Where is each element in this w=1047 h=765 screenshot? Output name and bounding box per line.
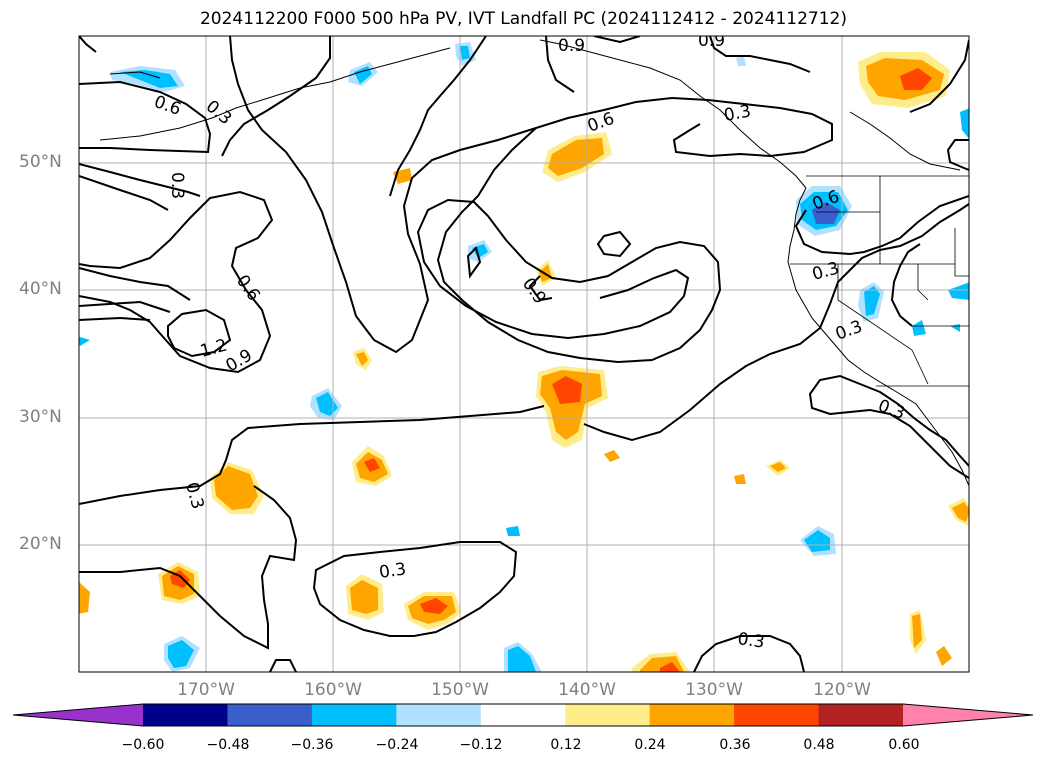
colorbar-extend-high bbox=[903, 704, 1033, 726]
lat-label: 30°N bbox=[19, 407, 62, 427]
colorbar-tick-label: 0.60 bbox=[888, 737, 920, 753]
colorbar-tick-label: 0.48 bbox=[803, 737, 835, 753]
colorbar-cell bbox=[565, 704, 651, 726]
colorbar-tick-label: −0.60 bbox=[121, 737, 165, 753]
colorbar-cell bbox=[818, 704, 904, 726]
lon-label: 170°W bbox=[177, 680, 235, 700]
colorbar-cell bbox=[143, 704, 228, 726]
graticule bbox=[79, 36, 969, 672]
colorbar-tick-label: −0.48 bbox=[206, 737, 250, 753]
map-frame-bg bbox=[79, 36, 969, 672]
colorbar-tick-label: 0.36 bbox=[719, 737, 751, 753]
lat-label: 40°N bbox=[19, 279, 62, 299]
colorbar-tick-label: −0.36 bbox=[290, 737, 334, 753]
colorbar-cell bbox=[396, 704, 482, 726]
lon-label: 160°W bbox=[304, 680, 362, 700]
coastlines bbox=[99, 39, 969, 487]
colorbar-tick-label: 0.24 bbox=[634, 737, 666, 753]
colorbar-cell bbox=[311, 704, 397, 726]
contour-label: 0.9 bbox=[698, 31, 725, 51]
map-title: 2024112200 F000 500 hPa PV, IVT Landfall… bbox=[199, 9, 847, 29]
colorbar-cell bbox=[649, 704, 735, 726]
contour-label: 0.3 bbox=[378, 559, 408, 583]
lon-label: 120°W bbox=[813, 680, 871, 700]
lon-label: 150°W bbox=[431, 680, 489, 700]
contour-label: 0.3 bbox=[736, 629, 766, 653]
colorbar bbox=[12, 703, 1034, 727]
colorbar-tick-label: −0.12 bbox=[459, 737, 503, 753]
contour-label: 0.3 bbox=[722, 102, 752, 126]
colorbar-extend-low bbox=[13, 704, 143, 726]
colorbar-tick-label: −0.24 bbox=[375, 737, 419, 753]
contour-label: 0.3 bbox=[167, 172, 187, 199]
colorbar-cell bbox=[734, 704, 820, 726]
colorbar-cell bbox=[227, 704, 313, 726]
lon-label: 130°W bbox=[685, 680, 743, 700]
lat-label: 50°N bbox=[19, 152, 62, 172]
lon-label: 140°W bbox=[558, 680, 616, 700]
borders bbox=[790, 175, 969, 387]
map-frame bbox=[78, 35, 970, 673]
pv-contours bbox=[79, 36, 969, 672]
lat-label: 20°N bbox=[19, 534, 62, 554]
colorbar-tick-label: 0.12 bbox=[550, 737, 582, 753]
contour-label: 0.9 bbox=[558, 36, 585, 56]
colorbar-cell bbox=[480, 704, 566, 726]
